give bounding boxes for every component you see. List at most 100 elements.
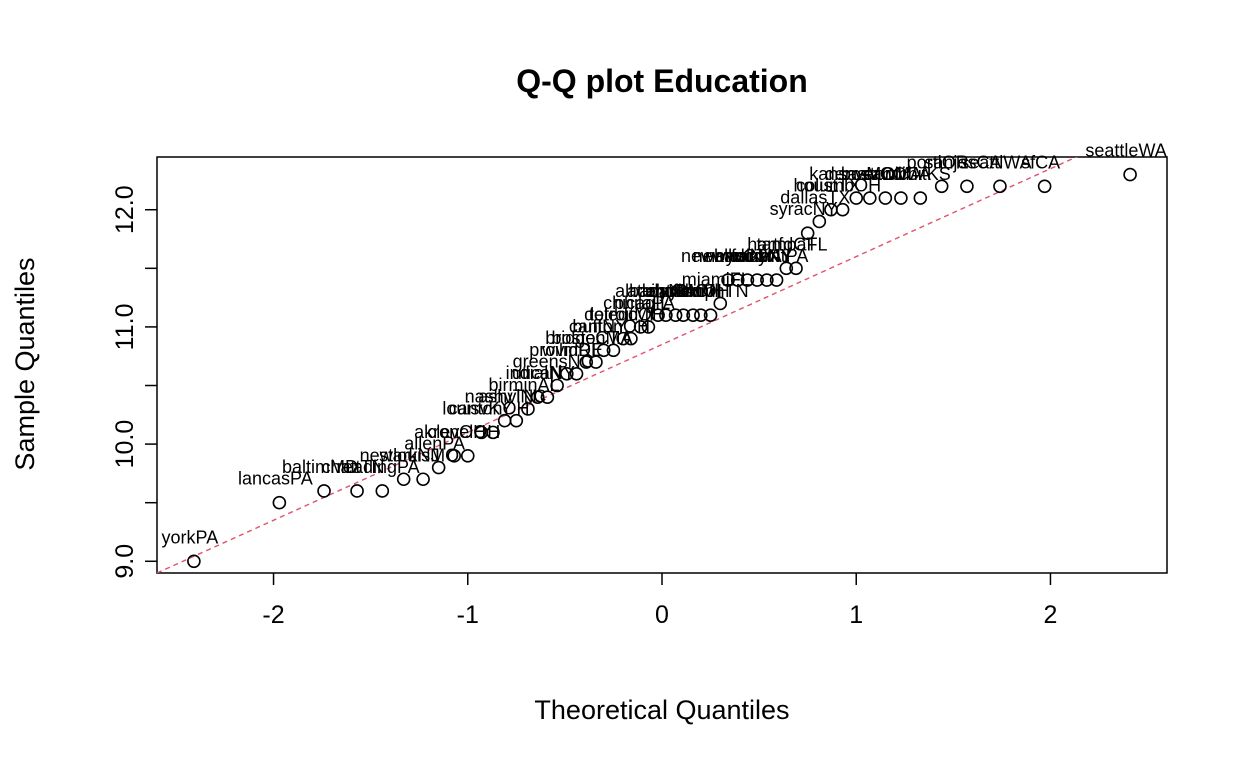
plot-frame <box>156 156 1168 574</box>
data-point <box>579 355 594 369</box>
x-tick-label: -2 <box>262 601 284 629</box>
point-label: ashvlNC <box>478 387 546 407</box>
point-label: atlantGA <box>627 281 697 301</box>
point-label: columbOH <box>796 176 881 196</box>
point-label: seattlWA <box>960 152 1031 172</box>
data-point <box>447 449 461 463</box>
chart-title: Q-Q plot Education <box>516 63 808 99</box>
data-point <box>894 191 908 205</box>
data-point <box>486 425 500 440</box>
x-axis-title: Theoretical Quantiles <box>534 695 789 725</box>
x-tick-label: 2 <box>1044 601 1058 629</box>
point-label: rochNY <box>733 246 793 266</box>
data-point <box>779 261 794 276</box>
data-point <box>835 202 850 217</box>
data-point <box>769 273 784 287</box>
data-point <box>676 308 691 322</box>
point-label: cantonOH <box>569 316 650 336</box>
point-label: flintMI <box>673 281 721 301</box>
data-point <box>849 191 864 205</box>
data-point <box>750 273 764 287</box>
point-label: tampaFL <box>756 234 827 254</box>
point-label: clevelOH <box>427 422 500 442</box>
data-point <box>694 308 708 322</box>
data-point <box>878 191 893 205</box>
data-point <box>730 273 745 287</box>
data-point <box>651 308 665 322</box>
data-point <box>624 331 638 346</box>
data-point <box>317 484 331 498</box>
reference-line <box>157 157 1079 573</box>
y-tick-label: 10.0 <box>111 420 139 469</box>
point-label: toledoOH <box>589 305 665 325</box>
point-label: sfCA <box>1021 152 1060 172</box>
point-label: houstTX <box>793 176 860 196</box>
reference-line-group <box>157 157 1079 573</box>
point-label: greensNC <box>513 352 594 372</box>
data-point <box>589 355 603 369</box>
point-label: indiaIN <box>506 363 562 383</box>
point-label: memphTN <box>665 281 749 301</box>
point-label: nashvTN <box>465 387 537 407</box>
y-tick-label: 12.0 <box>111 185 139 234</box>
point-label: sanjosCA <box>924 152 1001 172</box>
point-label: cantonOH <box>448 398 529 418</box>
point-label: readingPA <box>337 457 420 477</box>
point-label: hartfdCT <box>747 234 817 254</box>
point-label: norfolkVA <box>705 246 782 266</box>
data-point <box>460 449 475 463</box>
point-label: yorkPA <box>162 527 219 547</box>
data-point <box>659 308 673 322</box>
point-label: chicagIL <box>603 293 670 313</box>
y-tick-label: 11.0 <box>111 304 139 351</box>
data-point <box>960 179 974 194</box>
data-point <box>350 484 364 498</box>
point-label: seattleWA <box>1085 141 1166 161</box>
data-point <box>272 495 287 510</box>
data-point <box>760 273 774 287</box>
y-axis-title: Sample Quantiles <box>10 257 40 470</box>
data-point <box>641 320 656 334</box>
point-label: miamiFL <box>682 269 751 289</box>
data-point <box>713 296 728 311</box>
point-label: syracNY <box>770 199 838 219</box>
point-label: albanyNY <box>714 246 792 266</box>
data-point <box>703 308 718 322</box>
data-point <box>187 554 201 569</box>
data-point <box>569 366 584 381</box>
point-label: bostonMA <box>841 164 922 184</box>
data-point <box>509 413 524 428</box>
point-label: daytonOH <box>649 281 730 301</box>
x-tick-label: 0 <box>655 601 669 629</box>
data-point <box>740 273 755 287</box>
data-point <box>416 472 430 487</box>
data-point <box>668 308 683 322</box>
data-point <box>521 402 535 416</box>
point-label: kansasMO <box>809 164 895 184</box>
data-point <box>540 390 555 405</box>
data-point <box>812 214 827 229</box>
point-label: birminAL <box>488 375 559 395</box>
point-label: albanyNY <box>615 281 693 301</box>
data-point <box>396 472 411 487</box>
data-point <box>596 343 611 358</box>
point-label: detroitMI <box>584 305 654 325</box>
data-point <box>633 320 648 334</box>
data-point <box>1037 179 1052 194</box>
point-label: uticaNY <box>512 363 575 383</box>
y-tick-label: 9.0 <box>111 544 139 579</box>
point-label: newarkNJ <box>360 445 440 465</box>
points-group <box>187 167 1137 569</box>
point-label: buffNY <box>572 316 627 336</box>
point-label: wichitKS <box>881 164 951 184</box>
data-point <box>721 273 735 287</box>
x-tick-label: 1 <box>849 601 863 629</box>
point-label: baltimMD <box>282 457 358 477</box>
data-point <box>375 484 390 498</box>
data-point <box>863 191 877 205</box>
point-label: sandiCA <box>863 164 931 184</box>
x-axis: -2 -1 0 1 2 <box>262 573 1057 629</box>
point-label: dallasTX <box>780 187 850 207</box>
point-label: newyrkNY <box>693 246 775 266</box>
